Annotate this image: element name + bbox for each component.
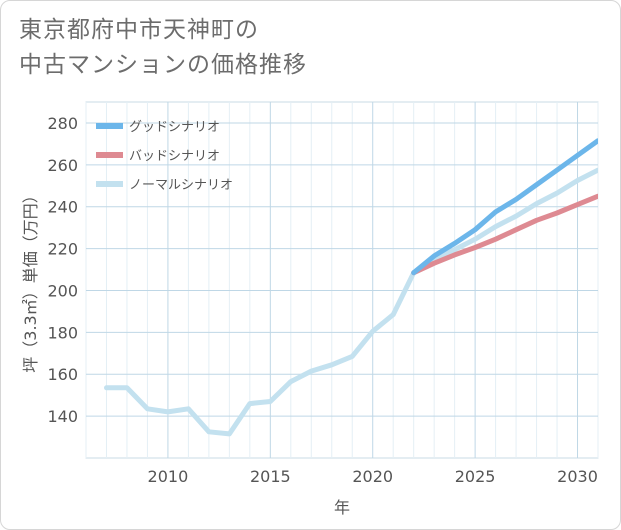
y-tick-label: 180 [47, 323, 78, 342]
y-tick-label: 220 [47, 240, 78, 259]
legend-label: バッドシナリオ [129, 149, 220, 164]
x-tick-label: 2010 [148, 467, 189, 486]
line-chart: 140 160 180 200 220 240 260 280 2010 2015 2020 2025… [0, 0, 621, 530]
x-tick-label: 2020 [352, 467, 393, 486]
x-tick-label: 2030 [557, 467, 598, 486]
y-tick-label: 160 [47, 365, 78, 384]
y-tick-label: 260 [47, 156, 78, 175]
y-tick-label: 240 [47, 198, 78, 217]
y-axis-title: 坪（3.3㎡）単価（万円） [21, 187, 40, 372]
legend-label: ノーマルシナリオ [129, 178, 233, 193]
y-tick-label: 140 [47, 407, 78, 426]
x-tick-label: 2015 [250, 467, 291, 486]
x-axis-title: 年 [334, 498, 350, 517]
y-tick-label: 280 [47, 114, 78, 133]
y-tick-label: 200 [47, 281, 78, 300]
x-tick-label: 2025 [455, 467, 496, 486]
legend-label: グッドシナリオ [129, 120, 220, 135]
